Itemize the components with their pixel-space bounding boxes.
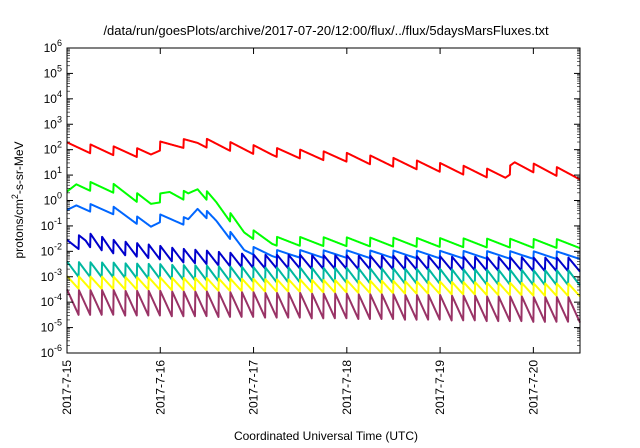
- series-layer: [66, 137, 581, 323]
- y-tick-label: 106: [44, 38, 62, 55]
- x-tick-label: 2017-7-17: [247, 360, 261, 415]
- y-tick-label: 10-2: [41, 241, 62, 258]
- y-tick-label: 105: [44, 63, 62, 80]
- series-line: [66, 137, 581, 181]
- y-tick-label: 10-1: [41, 216, 62, 233]
- y-tick-label: 100: [44, 191, 62, 208]
- x-tick-label: 2017-7-19: [433, 360, 447, 415]
- series-line: [66, 203, 581, 261]
- y-tick-label: 10-5: [41, 318, 62, 335]
- y-axis-ticks: 106 105 104 103 102 101 100 10-1 10-2 10-3 10-4 10-…: [41, 38, 580, 360]
- series-line: [66, 275, 581, 298]
- series-line: [66, 260, 581, 287]
- x-tick-label: 2017-7-20: [526, 360, 540, 415]
- series-line: [66, 289, 581, 323]
- y-axis-label: protons/cm2-s-sr-MeV: [10, 141, 26, 258]
- y-tick-label: 10-4: [41, 292, 62, 309]
- x-axis-ticks: 2017-7-15 2017-7-16 2017-7-17 2017-7-18 2017…: [60, 48, 540, 415]
- y-axis-label-sup: 2: [10, 194, 20, 199]
- x-tick-label: 2017-7-15: [60, 360, 74, 415]
- x-axis-label: Coordinated Universal Time (UTC): [234, 429, 418, 443]
- y-tick-label: 10-3: [41, 267, 62, 284]
- y-axis-label-rest: -s-sr-MeV: [12, 141, 26, 194]
- y-tick-label: 102: [44, 140, 62, 157]
- y-tick-label: 10-6: [41, 343, 62, 360]
- y-axis-label-main: protons/cm: [12, 199, 26, 258]
- y-tick-label: 103: [44, 114, 62, 131]
- x-tick-label: 2017-7-18: [340, 360, 354, 415]
- y-tick-label: 101: [44, 165, 62, 182]
- series-line: [66, 232, 581, 273]
- y-tick-label: 104: [44, 89, 62, 106]
- series-line: [66, 181, 581, 250]
- x-tick-label: 2017-7-16: [153, 360, 167, 415]
- chart-title: /data/run/goesPlots/archive/2017-07-20/1…: [103, 23, 549, 38]
